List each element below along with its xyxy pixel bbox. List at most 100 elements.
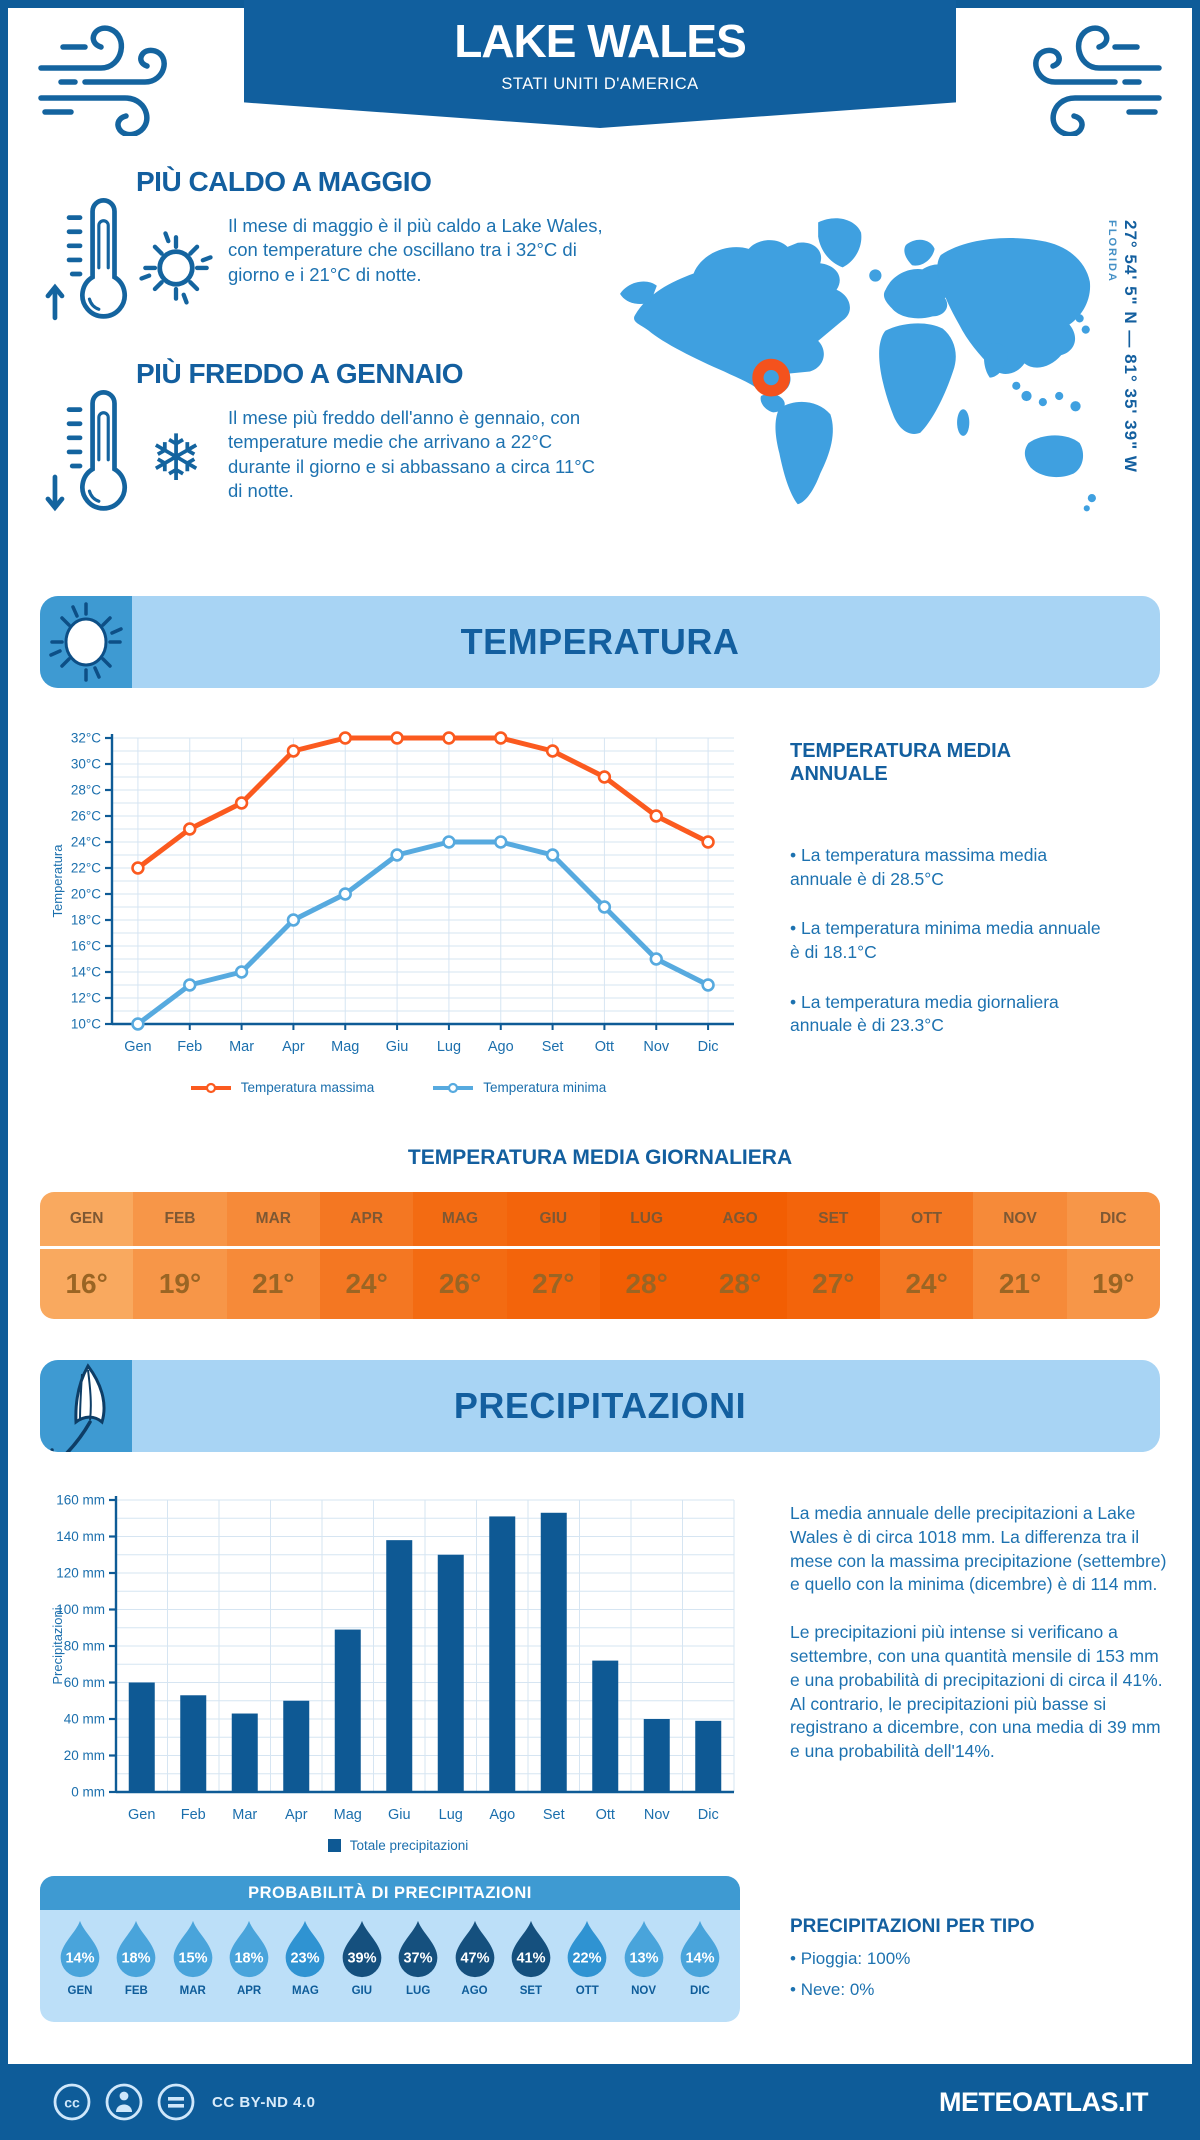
precip-probability-drop: 47% AGO	[449, 1919, 501, 1997]
temperature-section-band: TEMPERATURA	[40, 596, 1160, 688]
droplet-icon: 14%	[680, 1920, 720, 1978]
droplet-icon: 15%	[173, 1920, 213, 1978]
region-label: FLORIDA	[1106, 220, 1118, 283]
precipitation-section-band: PRECIPITAZIONI	[40, 1360, 1160, 1452]
svg-text:26°C: 26°C	[71, 809, 101, 824]
precip-probability-drop: 18% APR	[223, 1919, 275, 1997]
temperature-chart-legend: Temperatura massima Temperatura minima	[48, 1080, 748, 1095]
svg-text:Ago: Ago	[489, 1807, 515, 1823]
daily-temp-month: MAR	[255, 1210, 291, 1227]
daily-temp-month: MAG	[441, 1210, 479, 1227]
annual-summary-title: TEMPERATURA MEDIA ANNUALE	[790, 740, 1011, 785]
svg-text:28°C: 28°C	[71, 783, 101, 798]
svg-text:120 mm: 120 mm	[56, 1566, 105, 1581]
daily-temp-column: DIC 19°	[1066, 1192, 1160, 1319]
daily-temp-month: GIU	[539, 1210, 568, 1227]
svg-text:23%: 23%	[291, 1951, 320, 1967]
daily-temp-value: 16°	[40, 1246, 134, 1319]
svg-text:Giu: Giu	[388, 1807, 411, 1823]
precip-probability-drop: 14% DIC	[674, 1919, 726, 1997]
precipitation-chart-legend: Totale precipitazioni	[48, 1838, 748, 1853]
svg-text:14%: 14%	[685, 1951, 714, 1967]
header-banner: LAKE WALES STATI UNITI D'AMERICA	[244, 0, 956, 128]
precip-probability-drop: 18% FEB	[110, 1919, 162, 1997]
cc-icon: cc	[53, 2083, 91, 2121]
precipitation-types-title: PRECIPITAZIONI PER TIPO	[790, 1916, 1035, 1937]
coldest-text: Il mese più freddo dell'anno è gennaio, …	[228, 407, 595, 502]
svg-text:12°C: 12°C	[71, 991, 101, 1006]
cc-person-icon	[105, 2083, 143, 2121]
footer: cc CC BY-ND 4.0 METEOATLAS.IT	[0, 2064, 1200, 2140]
svg-text:15%: 15%	[178, 1951, 207, 1967]
precip-probability-drop: 37% LUG	[392, 1919, 444, 1997]
svg-text:Feb: Feb	[177, 1039, 202, 1055]
svg-text:Lug: Lug	[439, 1807, 463, 1823]
precipitation-type-rain: Pioggia: 100%	[790, 1948, 1160, 1971]
svg-text:Mar: Mar	[232, 1807, 257, 1823]
drop-month-label: FEB	[124, 1985, 148, 1997]
svg-text:41%: 41%	[516, 1951, 545, 1967]
droplet-icon: 18%	[229, 1920, 269, 1978]
svg-text:Ago: Ago	[488, 1039, 514, 1055]
daily-temp-column: NOV 21°	[973, 1192, 1067, 1319]
daily-temp-column: MAG 26°	[413, 1192, 507, 1319]
svg-text:100 mm: 100 mm	[56, 1602, 105, 1617]
svg-text:Ott: Ott	[596, 1807, 615, 1823]
precipitation-summary: La media annuale delle precipitazioni a …	[790, 1502, 1172, 1788]
wind-icon	[1033, 25, 1162, 136]
daily-temperature-table: GEN 16° FEB 19° MAR 21° APR 24° MAG 26° …	[40, 1192, 1160, 1319]
daily-temp-column: MAR 21°	[226, 1192, 320, 1319]
daily-temp-month: LUG	[630, 1210, 664, 1227]
precipitation-paragraph: La media annuale delle precipitazioni a …	[790, 1503, 1167, 1595]
daily-temp-column: SET 27°	[786, 1192, 880, 1319]
svg-text:30°C: 30°C	[71, 757, 101, 772]
daily-temp-value: 19°	[133, 1246, 227, 1319]
svg-text:Giu: Giu	[386, 1039, 409, 1055]
svg-text:140 mm: 140 mm	[56, 1529, 105, 1544]
svg-text:18%: 18%	[122, 1951, 151, 1967]
svg-text:18°C: 18°C	[71, 913, 101, 928]
license-icons: cc	[52, 2082, 196, 2122]
svg-text:18%: 18%	[235, 1951, 264, 1967]
drop-month-label: OTT	[575, 1985, 599, 1997]
precip-probability-drop: 14% GEN	[54, 1919, 106, 1997]
precipitation-section-title: PRECIPITAZIONI	[453, 1385, 747, 1426]
droplet-icon: 23%	[286, 1920, 325, 1978]
cc-nd-icon	[157, 2083, 195, 2121]
svg-text:20°C: 20°C	[71, 887, 101, 902]
droplet-icon: 18%	[117, 1920, 156, 1978]
precip-probability-drops: 14% GEN 18% FEB 15% MAR 18% APR 23% MAG	[40, 1910, 740, 2003]
precipitation-type-snow: Neve: 0%	[790, 1979, 1160, 2002]
precipitation-types: PRECIPITAZIONI PER TIPO Pioggia: 100% Ne…	[790, 1916, 1160, 2010]
drop-month-label: DIC	[690, 1985, 710, 1997]
brand-label: METEOATLAS.IT	[939, 2086, 1149, 2117]
daily-temp-value: 19°	[1066, 1246, 1160, 1319]
svg-text:160 mm: 160 mm	[56, 1493, 105, 1508]
svg-text:0 mm: 0 mm	[71, 1785, 105, 1800]
drop-month-label: GIU	[351, 1985, 373, 1997]
daily-temp-month: SET	[818, 1210, 849, 1227]
coordinates-label: 27° 54' 5" N — 81° 35' 39" W	[1121, 220, 1140, 473]
precip-probability-drop: 13% NOV	[618, 1919, 670, 1997]
coordinates-block: FLORIDA 27° 54' 5" N — 81° 35' 39" W	[1106, 220, 1140, 560]
umbrella-icon	[40, 1360, 132, 1452]
daily-temp-column: FEB 19°	[133, 1192, 227, 1319]
precipitation-paragraph: Le precipitazioni più intense si verific…	[790, 1622, 1163, 1762]
svg-text:Nov: Nov	[644, 1807, 671, 1823]
svg-text:Ott: Ott	[595, 1039, 614, 1055]
coldest-title: PIÙ FREDDO A GENNAIO	[136, 358, 464, 389]
svg-text:cc: cc	[64, 2095, 80, 2111]
droplet-icon: 47%	[455, 1920, 494, 1978]
precip-probability-drop: 22% OTT	[561, 1919, 613, 1997]
wind-icon	[38, 25, 167, 136]
svg-text:Apr: Apr	[285, 1807, 308, 1823]
daily-temp-column: GIU 27°	[506, 1192, 600, 1319]
legend-item: Totale precipitazioni	[327, 1838, 468, 1853]
page-subtitle: STATI UNITI D'AMERICA	[501, 75, 699, 93]
svg-text:40 mm: 40 mm	[64, 1712, 105, 1727]
svg-text:Gen: Gen	[124, 1039, 151, 1055]
temperature-chart: 10°C 12°C 14°C 16°C 18°C 20°C 22°C 24°C 26°C 28°C…	[48, 722, 748, 1072]
daily-temp-value: 26°	[413, 1246, 507, 1319]
daily-temp-value: 28°	[600, 1246, 694, 1319]
